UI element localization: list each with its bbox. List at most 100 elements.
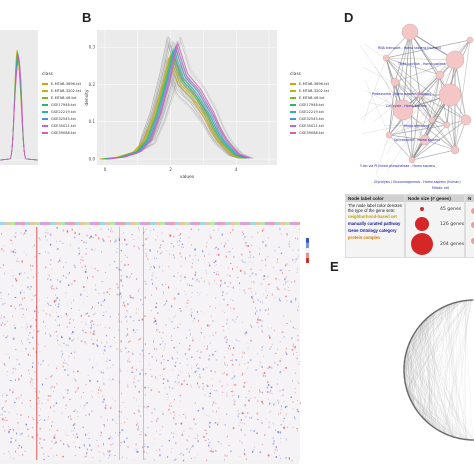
heatmap-annotation-cell <box>240 222 245 225</box>
heatmap-cell <box>103 382 105 385</box>
heatmap-annotation-cell <box>90 222 95 225</box>
heatmap-cell <box>1 233 2 235</box>
circular-network-edge <box>424 304 451 420</box>
heatmap-cell <box>211 447 212 450</box>
heatmap-cell <box>51 440 53 443</box>
heatmap-cell <box>299 361 301 363</box>
heatmap-cell <box>109 263 111 266</box>
heatmap-cell <box>227 347 229 350</box>
heatmap-cell <box>17 397 20 399</box>
heatmap-cell <box>278 297 280 301</box>
heatmap-cell <box>98 389 100 391</box>
heatmap-cell <box>189 448 192 451</box>
heatmap-cell <box>21 316 23 318</box>
heatmap-cell <box>49 279 52 281</box>
heatmap-cell <box>294 391 296 394</box>
heatmap-cell <box>108 438 110 440</box>
heatmap-cell <box>263 294 264 296</box>
panel-a-legend-swatch <box>42 110 48 113</box>
heatmap-cell <box>179 394 182 397</box>
network-edge <box>388 119 433 136</box>
heatmap-cell <box>153 345 155 347</box>
circular-network-edge <box>431 300 466 426</box>
circular-network-node <box>467 299 469 302</box>
heatmap-annotation-cell <box>275 222 280 225</box>
heatmap-cell <box>138 360 141 362</box>
heatmap-cell <box>80 405 81 407</box>
heatmap-cell <box>144 433 146 435</box>
heatmap-cell <box>285 276 287 278</box>
heatmap-cell <box>186 358 188 360</box>
heatmap-cell <box>82 259 84 262</box>
heatmap-cell <box>256 432 258 435</box>
circular-network-edge <box>421 307 444 417</box>
heatmap-cell <box>63 342 65 344</box>
heatmap-cell <box>221 242 222 244</box>
circular-network-edge <box>413 405 464 440</box>
panel-a-legend-entry: GSE17948.txt <box>42 101 81 108</box>
heatmap-cell <box>279 412 282 414</box>
heatmap-cell <box>233 399 235 401</box>
heatmap-cell <box>140 431 142 433</box>
heatmap-cell <box>173 418 175 421</box>
heatmap-cell <box>235 319 237 320</box>
heatmap-cell <box>83 301 84 304</box>
heatmap-cell <box>30 285 32 288</box>
heatmap-cell <box>182 454 184 456</box>
heatmap-cell <box>186 337 188 339</box>
heatmap-cell <box>174 442 177 445</box>
heatmap-cell <box>267 398 269 401</box>
heatmap-cell <box>143 446 146 448</box>
network-node <box>445 50 465 70</box>
heatmap-cell <box>169 386 171 389</box>
heatmap-cell <box>244 332 246 335</box>
panel-b-legend-swatch <box>290 117 296 120</box>
heatmap-cell <box>294 280 296 283</box>
heatmap-cell <box>5 417 6 418</box>
heatmap-cell <box>96 364 97 366</box>
heatmap-cell <box>136 308 137 310</box>
heatmap-cell <box>47 297 49 299</box>
heatmap-cell <box>268 421 271 423</box>
heatmap-cell <box>197 440 199 443</box>
circular-network-edge <box>404 316 430 362</box>
circular-network-edge <box>462 300 467 440</box>
heatmap-cell <box>73 370 75 373</box>
circular-network-edge <box>403 308 442 368</box>
network-node <box>428 116 436 124</box>
heatmap-cell <box>85 241 87 244</box>
heatmap-cell <box>68 322 71 325</box>
heatmap-cell <box>171 447 173 449</box>
heatmap-cell <box>159 343 162 346</box>
heatmap-cell <box>127 360 129 363</box>
heatmap-cell <box>197 349 199 351</box>
heatmap-cell <box>75 445 76 448</box>
heatmap-cell <box>237 277 239 279</box>
circular-network-node <box>457 300 460 303</box>
heatmap-cell <box>72 429 74 432</box>
heatmap-cell <box>77 436 79 439</box>
heatmap-cell <box>145 254 147 257</box>
heatmap-cell <box>18 363 21 365</box>
heatmap-cell <box>234 320 236 323</box>
panel-b-legend-title: class <box>290 72 301 77</box>
heatmap-cell <box>94 313 96 315</box>
heatmap-cell <box>200 356 202 359</box>
heatmap-cell <box>162 382 164 384</box>
heatmap-cell <box>62 396 65 399</box>
heatmap-cell <box>239 424 241 426</box>
heatmap-cell <box>155 307 157 308</box>
heatmap-cell <box>244 236 246 238</box>
heatmap-cell <box>233 346 235 349</box>
heatmap-cell <box>270 346 272 348</box>
heatmap-annotation-cell <box>100 222 105 225</box>
heatmap-cell <box>83 405 86 406</box>
heatmap-cell <box>261 260 263 262</box>
heatmap-cell <box>0 267 2 269</box>
circular-network-edge <box>412 300 471 403</box>
heatmap-cell <box>200 376 201 379</box>
heatmap-cell <box>227 251 230 253</box>
circular-network-edge <box>421 324 462 439</box>
heatmap-cell <box>285 281 287 284</box>
heatmap-cell <box>153 347 155 350</box>
